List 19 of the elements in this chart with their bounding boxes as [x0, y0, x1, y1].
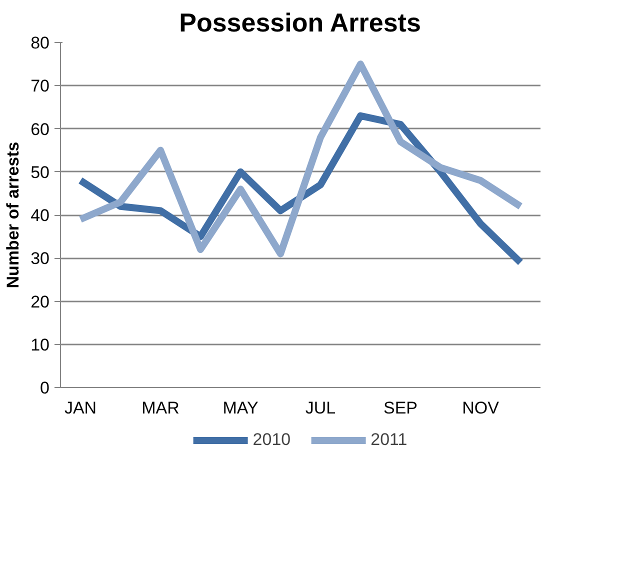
y-tick-label: 70 [30, 76, 50, 96]
chart-title: Possession Arrests [179, 8, 421, 38]
x-tick-label: JUL [305, 398, 336, 418]
y-tick-label: 80 [30, 34, 50, 52]
y-tick-label: 40 [30, 206, 50, 225]
x-tick-label: MAY [222, 398, 258, 418]
x-tick-label: MAR [142, 398, 180, 418]
y-tick-label: 10 [30, 335, 50, 354]
x-tick-label: NOV [462, 398, 500, 418]
legend-label: 2010 [252, 430, 291, 450]
x-tick-label: SEP [383, 398, 418, 418]
y-tick-label: 50 [30, 162, 50, 182]
y-tick-label: 30 [30, 249, 50, 268]
legend-label: 2011 [370, 430, 408, 450]
y-tick-label: 60 [30, 120, 50, 139]
y-tick-label: 0 [40, 378, 50, 398]
y-tick-label: 20 [30, 292, 50, 312]
y-axis-title: Number of arrests [4, 142, 23, 288]
x-tick-label: JAN [64, 398, 97, 418]
